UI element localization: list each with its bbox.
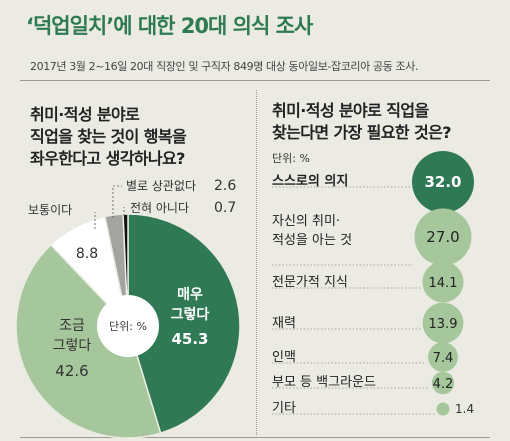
bubble-category-label: 스스로의 의지 — [272, 173, 348, 189]
pie-data-label: 8.8 — [76, 246, 98, 262]
pie-slice-label: 조금 그렇다 — [53, 318, 92, 354]
pie-slice-label: 전혀 아니다 — [130, 201, 189, 215]
pie-slice-label: 별로 상관없다 — [126, 179, 196, 193]
pie-data-label: 42.6 — [55, 362, 88, 380]
bubble — [436, 402, 450, 416]
pie-slice — [127, 213, 241, 435]
bubble-category-label: 기타 — [272, 401, 296, 416]
bubble-data-label: 7.4 — [433, 351, 454, 366]
pie-data-label: 2.6 — [214, 178, 236, 194]
survey-note: 2017년 3월 2~16일 20대 직장인 및 구직자 849명 대상 동아일… — [30, 60, 419, 73]
bubble-category-label: 인맥 — [272, 350, 296, 365]
bubble — [414, 208, 472, 266]
bubble-data-label: 32.0 — [424, 173, 461, 191]
pie-question-line: 직업을 찾는 것이 행복을 — [30, 127, 187, 146]
page-title: ‘덕업일치’에 대한 20대 의식 조사 — [26, 14, 313, 38]
bubble-data-label: 4.2 — [433, 377, 454, 392]
pie-slice-label: 보통이다 — [28, 203, 72, 217]
bubble-category-label: 부모 등 백그라운드 — [272, 375, 376, 390]
column-divider — [256, 90, 258, 435]
bubble-question: 취미·적성 분야로 직업을 찾는다면 가장 필요한 것은? — [272, 100, 452, 144]
pie-unit-label: 단위: % — [109, 320, 147, 333]
pie-question-line: 좌우한다고 생각하나요? — [30, 149, 185, 168]
pie-slice — [15, 243, 162, 439]
bubble — [412, 151, 474, 213]
bubble-data-label: 27.0 — [426, 228, 459, 246]
pie-question-line: 취미·적성 분야로 — [30, 105, 140, 124]
bubble — [431, 371, 455, 395]
pie-question: 취미·적성 분야로 직업을 찾는 것이 행복을 좌우한다고 생각하나요? — [30, 104, 187, 170]
bubble-category-label: 재력 — [272, 316, 296, 331]
top-divider — [20, 80, 490, 81]
bubble — [422, 261, 464, 303]
pie-data-label: 45.3 — [171, 330, 208, 348]
bubble-category-label: 전문가적 지식 — [272, 275, 348, 290]
bubble-question-line: 찾는다면 가장 필요한 것은? — [272, 123, 452, 142]
pie-slice-label: 매우 그렇다 — [171, 287, 210, 323]
bubble-data-label: 14.1 — [429, 276, 458, 291]
bottom-divider — [20, 437, 490, 438]
bubble-data-label: 1.4 — [455, 402, 474, 416]
bubble-question-line: 취미·적성 분야로 직업을 — [272, 101, 429, 120]
bubble-category-label: 자신의 취미· 적성을 아는 것 — [272, 214, 352, 248]
pie-data-label: 0.7 — [214, 200, 236, 216]
bubble-unit-label: 단위: % — [272, 152, 310, 165]
bubble-data-label: 13.9 — [429, 317, 458, 332]
bubble — [422, 302, 464, 344]
pie-center-hole — [97, 295, 159, 357]
bubble — [428, 342, 458, 372]
